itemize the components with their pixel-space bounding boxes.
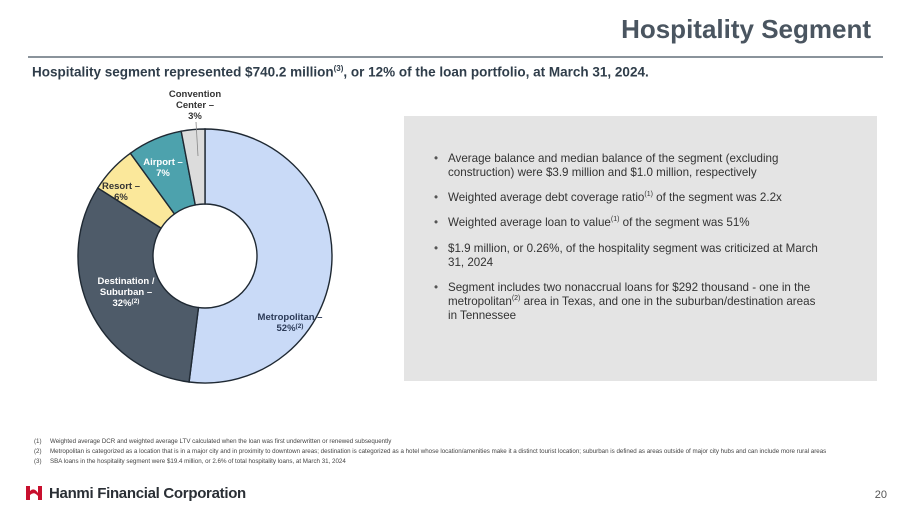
highlight-bullet: Segment includes two nonaccrual loans fo… [434, 281, 821, 323]
footnote: (2) Metropolitan is categorized as a loca… [34, 448, 884, 456]
footnote-ref: (1) [610, 216, 620, 224]
hospitality-donut-chart: Metropolitan –52%(2) Destination / Suburba… [77, 89, 333, 384]
highlight-bullet: Average balance and median balance of th… [434, 152, 821, 180]
subtitle-footnote-ref: (3) [333, 64, 344, 73]
company-name: Hanmi Financial Corporation [49, 484, 246, 502]
highlight-bullet: Weighted average debt coverage ratio(1) … [434, 191, 821, 205]
slice-label: Resort –6% [102, 181, 140, 203]
donut-slice-convention-center [180, 128, 206, 206]
title-divider [28, 56, 883, 58]
convention-center-leader-line [195, 121, 199, 157]
highlights-panel: Average balance and median balance of th… [404, 116, 877, 381]
page-number: 20 [874, 489, 887, 501]
hanmi-logo-icon [26, 486, 42, 500]
footnote: (1) Weighted average DCR and weighted ave… [34, 438, 884, 446]
highlight-bullet: $1.9 million, or 0.26%, of the hospitali… [434, 242, 821, 270]
footnote-text: Weighted average DCR and weighted averag… [50, 438, 392, 445]
subtitle-text-end: , or 12% of the loan portfolio, at March… [343, 64, 649, 80]
highlights-list: Average balance and median balance of th… [404, 116, 877, 323]
page-subtitle: Hospitality segment represented $740.2 m… [32, 64, 649, 80]
footnote-number: (2) [34, 447, 42, 455]
footnote: (3) SBA loans in the hospitality segment … [34, 458, 884, 466]
footnote-ref: (2) [511, 295, 521, 303]
company-logo: Hanmi Financial Corporation [24, 484, 246, 502]
subtitle-text: Hospitality segment represented $740.2 m… [32, 64, 334, 80]
footnote-number: (1) [34, 438, 42, 445]
footnote-number: (3) [34, 457, 42, 465]
footnote-text: SBA loans in the hospitality segment wer… [50, 457, 346, 465]
slice-label: Metropolitan –52%(2) [258, 312, 323, 334]
slice-label: Convention Center –3% [169, 89, 221, 122]
footnotes: (1) Weighted average DCR and weighted ave… [34, 438, 884, 468]
footnote-ref: (1) [644, 191, 653, 199]
footnote-text: Metropolitan is categorized as a locatio… [50, 447, 827, 455]
donut-slice-metropolitan [188, 128, 333, 384]
highlight-bullet: Weighted average loan to value(1) of the… [434, 216, 821, 230]
page-title: Hospitality Segment [621, 14, 871, 44]
slice-label: Airport –7% [143, 157, 183, 179]
slice-label: Destination / Suburban –32%(2) [97, 276, 154, 309]
donut-slice-destination-suburban [77, 186, 200, 383]
